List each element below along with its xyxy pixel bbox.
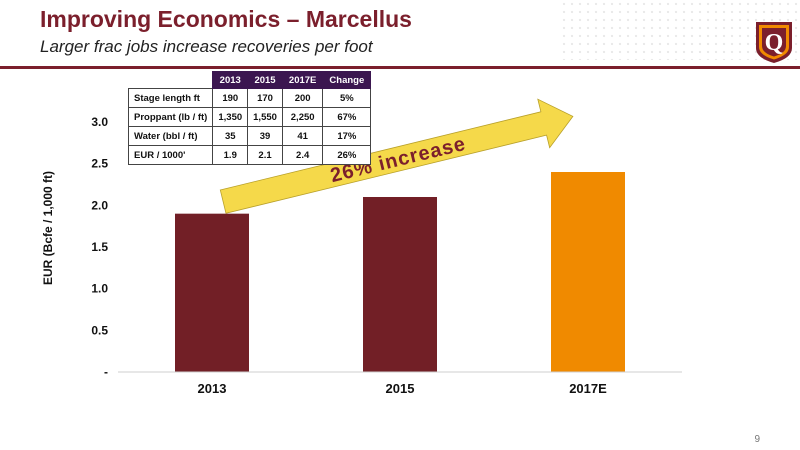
table-header-cell: 2013	[212, 71, 249, 89]
table-header-cell	[129, 72, 213, 89]
table-cell: 200	[281, 88, 324, 108]
table-cell: 190	[212, 88, 249, 108]
assumptions-table: 2013 2015 2017E Change Stage length ft 1…	[127, 71, 372, 165]
table-header-cell: 2015	[247, 71, 283, 89]
y-tick-label: -	[104, 365, 108, 379]
table-cell: Proppant (lb / ft)	[127, 107, 214, 127]
y-tick-label: 2.5	[91, 157, 108, 171]
y-tick-label: 2.0	[91, 198, 108, 212]
table-header-cell: Change	[322, 71, 372, 89]
table-cell: EUR / 1000'	[127, 145, 214, 165]
table-cell: 2,250	[281, 107, 324, 127]
y-tick-label: 1.5	[91, 240, 108, 254]
table-cell: 17%	[322, 126, 372, 146]
table-cell: 1.9	[212, 145, 249, 165]
table-cell: 26%	[322, 145, 372, 165]
bar-2017e	[551, 172, 625, 372]
bar-2015	[363, 197, 437, 372]
page-title: Improving Economics – Marcellus	[40, 6, 412, 32]
table-row: Proppant (lb / ft) 1,350 1,550 2,250 67%	[127, 107, 372, 127]
page-subtitle: Larger frac jobs increase recoveries per…	[40, 37, 373, 56]
table-row: Stage length ft 190 170 200 5%	[127, 88, 372, 108]
table-cell: Water (bbl / ft)	[127, 126, 214, 146]
table-cell: 67%	[322, 107, 372, 127]
company-logo: Q	[756, 22, 792, 63]
x-tick-label: 2017E	[569, 381, 607, 396]
table-cell: 170	[247, 88, 283, 108]
table-row: Water (bbl / ft) 35 39 41 17%	[127, 126, 372, 146]
table-cell: 1,550	[247, 107, 283, 127]
y-tick-label: 0.5	[91, 323, 108, 337]
table-cell: 1,350	[212, 107, 249, 127]
logo-letter: Q	[765, 30, 784, 56]
table-cell: 2.1	[247, 145, 283, 165]
table-cell: 39	[247, 126, 283, 146]
table-row: EUR / 1000' 1.9 2.1 2.4 26%	[127, 145, 372, 165]
bar-2013	[175, 213, 249, 372]
y-tick-label: 3.0	[91, 115, 108, 129]
y-axis-label: EUR (Bcfe / 1,000 ft)	[41, 171, 55, 285]
y-tick-label: 1.0	[91, 282, 108, 296]
x-tick-label: 2015	[386, 381, 415, 396]
table-header-row: 2013 2015 2017E Change	[129, 71, 372, 89]
table-cell: 35	[212, 126, 249, 146]
table-header-cell: 2017E	[281, 71, 324, 89]
table-cell: Stage length ft	[127, 88, 214, 108]
table-cell: 5%	[322, 88, 372, 108]
table-cell: 41	[281, 126, 324, 146]
x-tick-label: 2013	[198, 381, 227, 396]
title-divider	[0, 66, 800, 69]
table-cell: 2.4	[281, 145, 324, 165]
page-number: 9	[754, 434, 760, 445]
